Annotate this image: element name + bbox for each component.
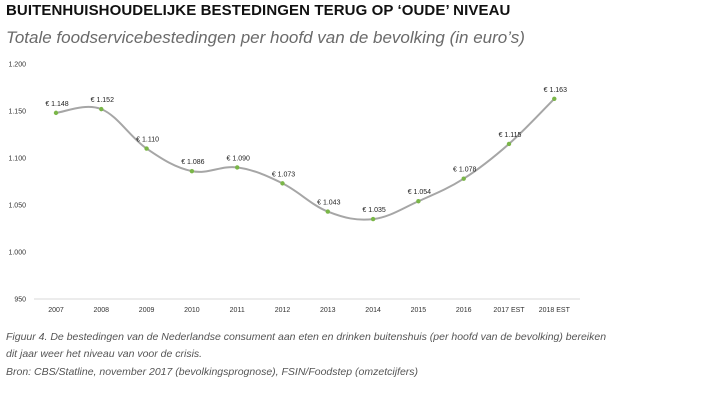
chart-title: BUITENHUISHOUDELIJKE BESTEDINGEN TERUG O… [6, 2, 511, 19]
y-tick-label: 1.050 [8, 203, 26, 210]
x-tick-label: 2014 [365, 307, 381, 314]
y-tick-label: 1.000 [8, 250, 26, 257]
data-point [144, 146, 149, 151]
y-tick-label: 1.150 [8, 109, 26, 116]
source-note: Bron: CBS/Statline, november 2017 (bevol… [6, 366, 419, 378]
y-tick-label: 1.200 [8, 62, 26, 69]
data-point [461, 176, 466, 181]
x-tick-label: 2013 [320, 307, 336, 314]
x-tick-label: 2008 [94, 307, 110, 314]
data-label: € 1.148 [45, 101, 68, 108]
x-axis-ticks: 2007 2008 2009 2010 2011 2012 2013 2014 2015 2016… [48, 307, 570, 314]
data-point [99, 106, 104, 112]
figure-caption-line-1: Figuur 4. De bestedingen van de Nederlan… [6, 331, 607, 343]
data-point [280, 181, 285, 186]
x-tick-label: 2018 EST [539, 307, 571, 314]
data-point [189, 168, 195, 174]
x-tick-label: 2009 [139, 307, 155, 314]
data-label: € 1.078 [453, 167, 476, 174]
x-tick-label: 2007 [48, 307, 64, 314]
data-label: € 1.054 [408, 189, 431, 196]
figure-caption-line-2: dit jaar weer het niveau van voor de cri… [6, 348, 203, 360]
x-tick-label: 2012 [275, 307, 291, 314]
data-labels: € 1.148 € 1.152 € 1.110 € 1.086 € 1.090 € 1.0… [45, 87, 567, 214]
data-label: € 1.035 [362, 207, 385, 214]
x-tick-label: 2015 [411, 307, 427, 314]
x-tick-label: 2016 [456, 307, 472, 314]
x-tick-label: 2017 EST [493, 307, 525, 314]
data-label: € 1.163 [544, 87, 567, 94]
data-point [235, 165, 240, 170]
chart-subtitle: Totale foodservicebestedingen per hoofd … [6, 28, 525, 47]
data-label: € 1.073 [272, 171, 295, 178]
data-points [53, 96, 557, 222]
data-label: € 1.110 [136, 137, 159, 144]
x-tick-label: 2010 [184, 307, 200, 314]
x-tick-label: 2011 [230, 307, 245, 314]
data-point [53, 110, 59, 116]
data-point [325, 209, 330, 214]
data-point [552, 96, 557, 101]
series-line [55, 98, 556, 221]
y-tick-label: 1.100 [8, 156, 26, 163]
data-label: € 1.152 [91, 97, 114, 104]
y-axis-ticks: 1.200 1.150 1.100 1.050 1.000 950 [8, 62, 26, 304]
data-label: € 1.086 [181, 159, 204, 166]
y-tick-label: 950 [14, 297, 26, 304]
data-point [370, 216, 376, 222]
data-label: € 1.090 [227, 155, 250, 162]
data-point [416, 199, 421, 204]
data-point [506, 141, 512, 147]
data-label: € 1.043 [317, 200, 340, 207]
data-label: € 1.115 [499, 132, 522, 139]
